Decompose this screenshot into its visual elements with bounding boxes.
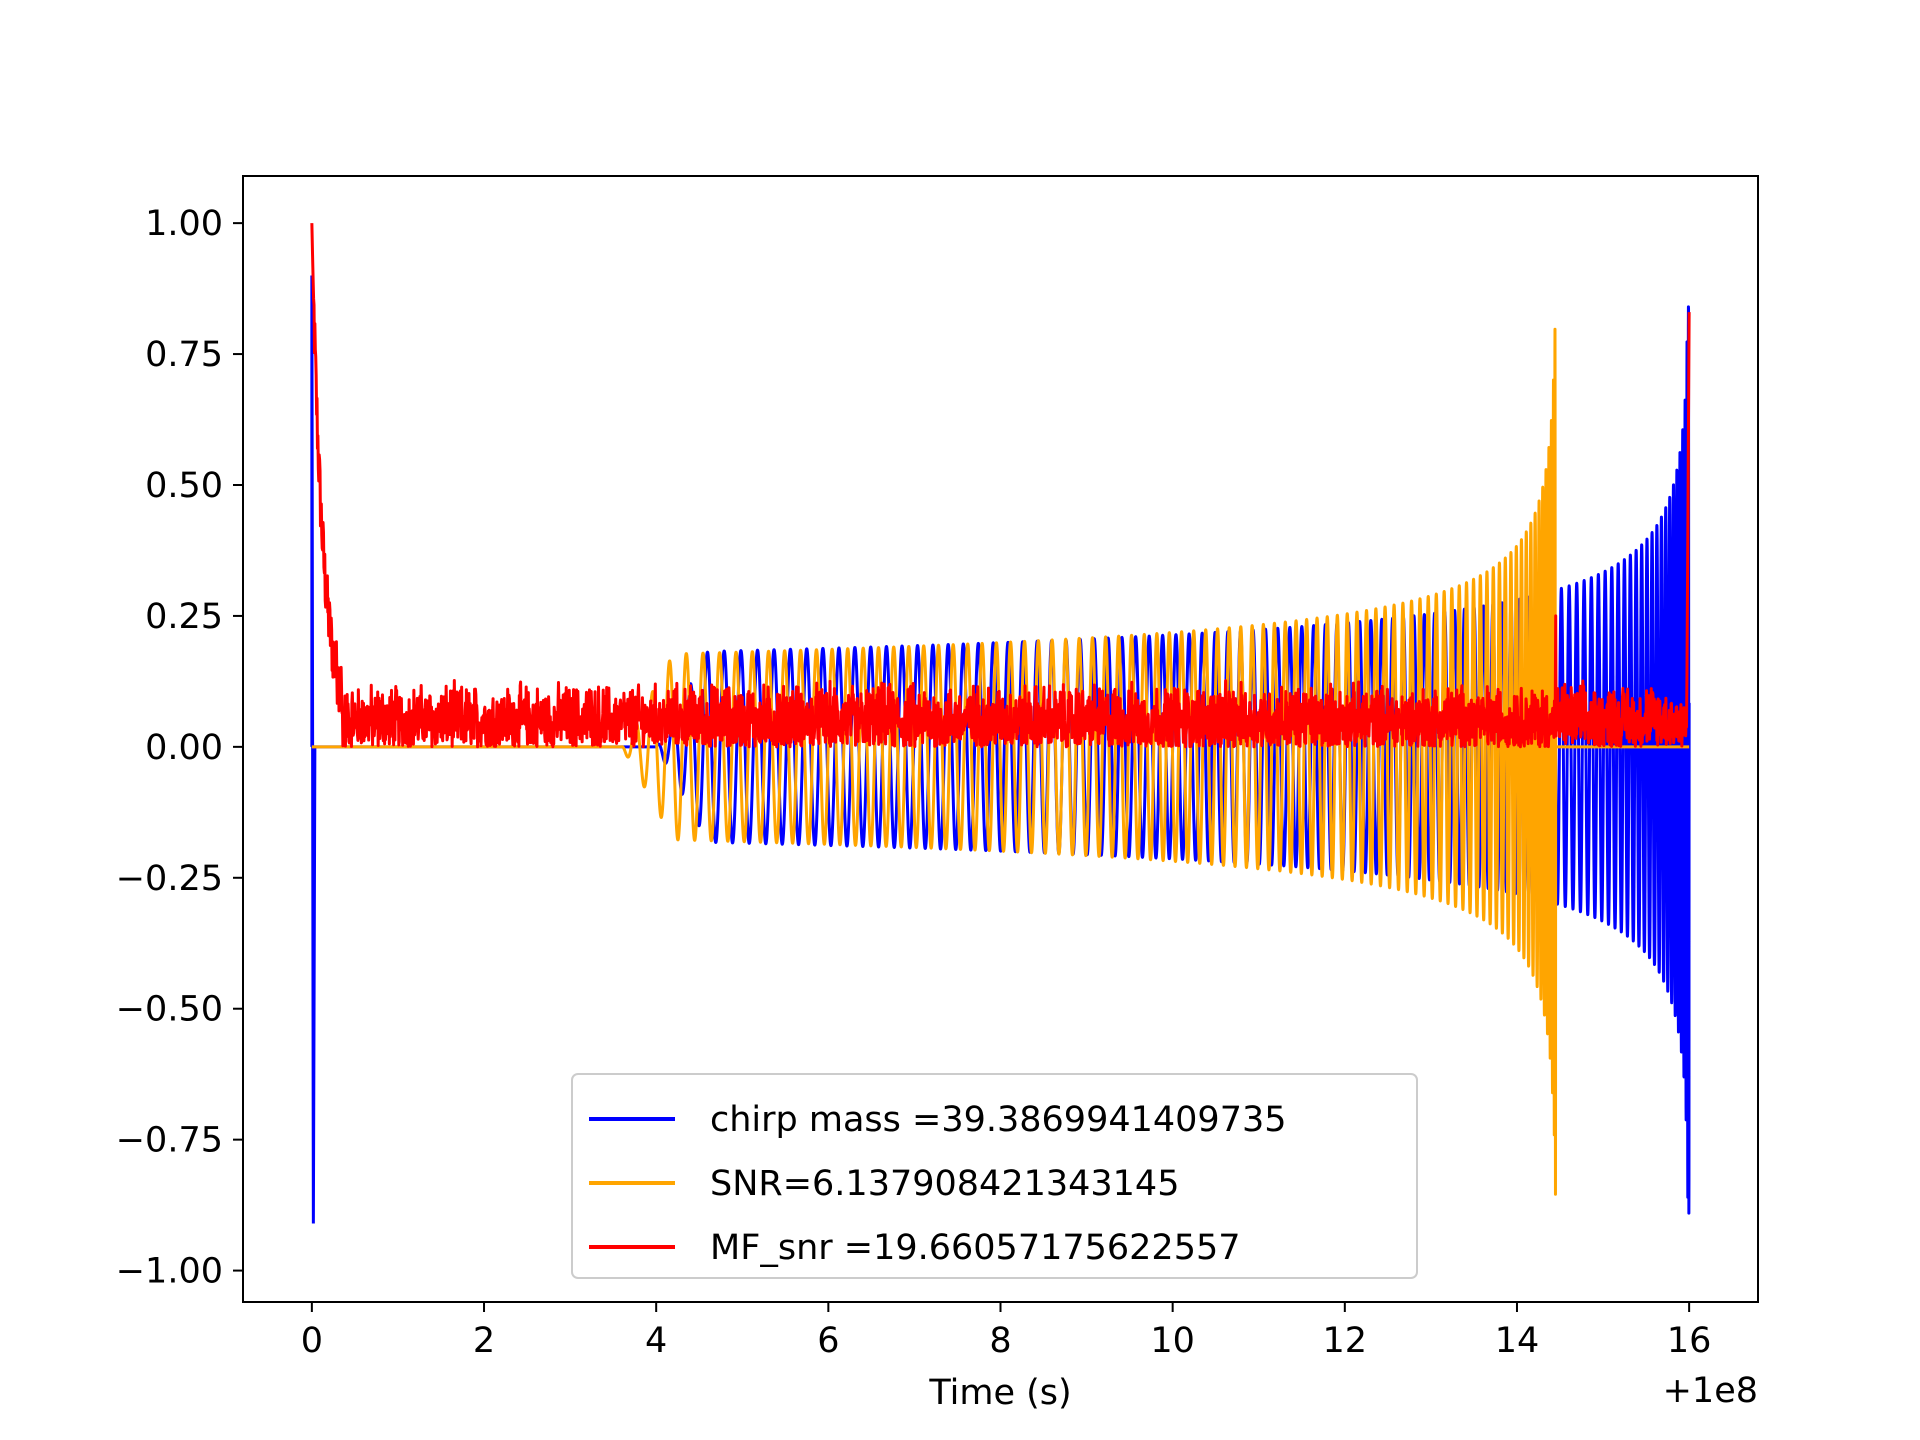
x-axis-label: Time (s): [928, 1373, 1071, 1413]
x-tick-label: 8: [989, 1321, 1011, 1361]
legend-label: MF_snr =19.66057175622557: [710, 1228, 1241, 1268]
x-tick-label: 16: [1667, 1321, 1712, 1361]
x-axis-ticks: 0 2 4 6 8 10 12 14 16: [301, 1302, 1712, 1361]
x-tick-label: 0: [301, 1321, 323, 1361]
x-tick-label: 4: [645, 1321, 667, 1361]
y-tick-label: 0.00: [145, 728, 223, 768]
series-line-2: [310, 223, 1691, 749]
y-tick-label: 0.25: [145, 597, 223, 637]
y-tick-label: −0.75: [116, 1121, 223, 1161]
y-tick-label: 0.75: [145, 335, 223, 375]
x-tick-label: 6: [817, 1321, 839, 1361]
legend-label: SNR=6.137908421343145: [710, 1164, 1179, 1204]
y-tick-label: −0.50: [116, 990, 223, 1030]
y-axis-ticks: 1.00 0.75 0.50 0.25 0.00 −0.25 −0.50 −0.75 −1.00: [116, 204, 243, 1292]
y-tick-label: 0.50: [145, 466, 223, 506]
y-tick-label: 1.00: [145, 204, 223, 244]
y-tick-label: −1.00: [116, 1252, 223, 1292]
y-tick-label: −0.25: [116, 859, 223, 899]
x-tick-label: 12: [1323, 1321, 1368, 1361]
legend-label: chirp mass =39.3869941409735: [710, 1100, 1287, 1140]
x-tick-label: 10: [1150, 1321, 1195, 1361]
x-tick-label: 2: [473, 1321, 495, 1361]
x-tick-label: 14: [1495, 1321, 1540, 1361]
legend-box: [571, 1073, 1418, 1279]
series-spike-0: [310, 275, 317, 1224]
series-layer: [310, 223, 1691, 1224]
legend: chirp mass =39.3869941409735 SNR=6.137908…: [571, 1073, 1418, 1279]
x-axis-offset-label: +1e8: [1663, 1371, 1758, 1411]
